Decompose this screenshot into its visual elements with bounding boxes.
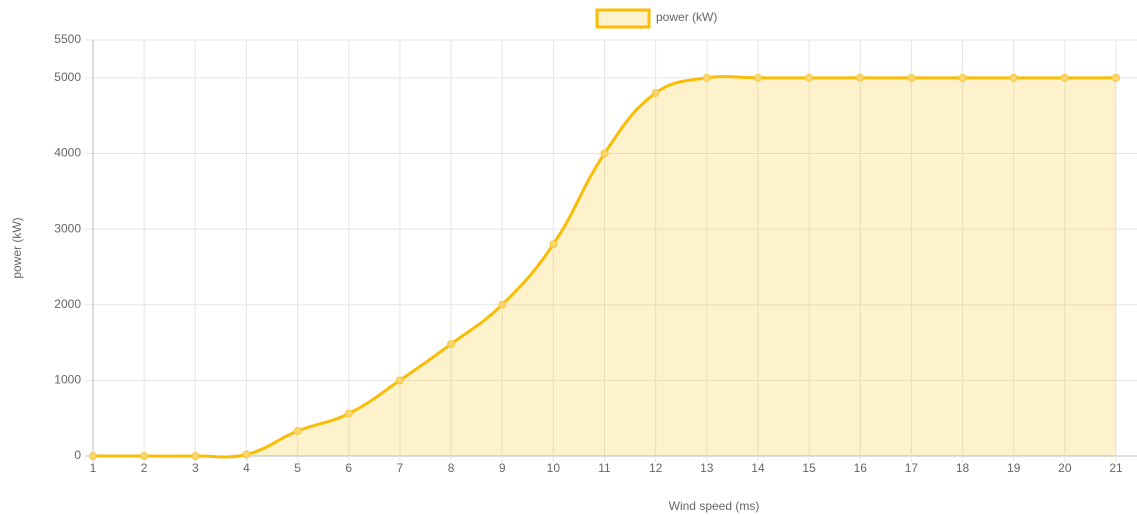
x-tick-label: 9 <box>499 461 506 475</box>
y-tick-label: 2000 <box>54 297 81 311</box>
y-tick-label: 3000 <box>54 221 81 235</box>
point <box>856 73 865 82</box>
x-tick-label: 2 <box>141 461 148 475</box>
x-tick-label: 19 <box>1007 461 1021 475</box>
point <box>651 88 660 97</box>
point <box>958 73 967 82</box>
x-tick-label: 11 <box>598 461 611 475</box>
point <box>805 73 814 82</box>
y-tick-label: 5000 <box>54 70 81 84</box>
point <box>293 427 302 436</box>
line <box>93 75 1116 459</box>
point <box>1060 73 1069 82</box>
y-tick-label: 4000 <box>54 146 81 160</box>
point <box>344 409 353 418</box>
x-tick-label: 20 <box>1058 461 1072 475</box>
point <box>549 240 558 249</box>
x-tick-label: 14 <box>751 461 765 475</box>
legend-label: power (kW) <box>656 10 717 24</box>
y-tick-label: 5500 <box>54 32 81 46</box>
point <box>753 73 762 82</box>
point <box>498 300 507 309</box>
point <box>191 452 200 460</box>
x-tick-label: 6 <box>345 461 352 475</box>
x-tick-label: 8 <box>448 461 455 475</box>
x-tick-label: 17 <box>905 461 919 475</box>
x-tick-label: 1 <box>90 461 97 475</box>
x-tick-label: 21 <box>1109 461 1123 475</box>
x-tick-label: 10 <box>547 461 561 475</box>
point <box>89 452 97 460</box>
point <box>140 452 149 460</box>
x-tick-label: 4 <box>243 461 250 475</box>
area <box>93 76 1116 457</box>
legend-swatch <box>595 8 651 29</box>
x-tick-label: 13 <box>700 461 714 475</box>
x-tick-label: 7 <box>397 461 404 475</box>
point <box>242 450 251 459</box>
y-tick-label: 0 <box>74 448 81 462</box>
point <box>1112 73 1120 82</box>
x-tick-label: 18 <box>956 461 970 475</box>
point <box>447 340 456 349</box>
x-tick-label: 15 <box>802 461 816 475</box>
point <box>702 73 711 82</box>
y-axis-label: power (kW) <box>10 217 24 278</box>
point <box>395 376 404 385</box>
x-axis-label: Wind speed (ms) <box>669 499 760 513</box>
x-tick-label: 5 <box>294 461 301 475</box>
point <box>907 73 916 82</box>
x-tick-label: 12 <box>649 461 663 475</box>
x-tick-label: 3 <box>192 461 199 475</box>
point <box>1009 73 1018 82</box>
point <box>600 149 609 158</box>
x-tick-label: 16 <box>854 461 868 475</box>
y-tick-label: 1000 <box>54 373 81 387</box>
